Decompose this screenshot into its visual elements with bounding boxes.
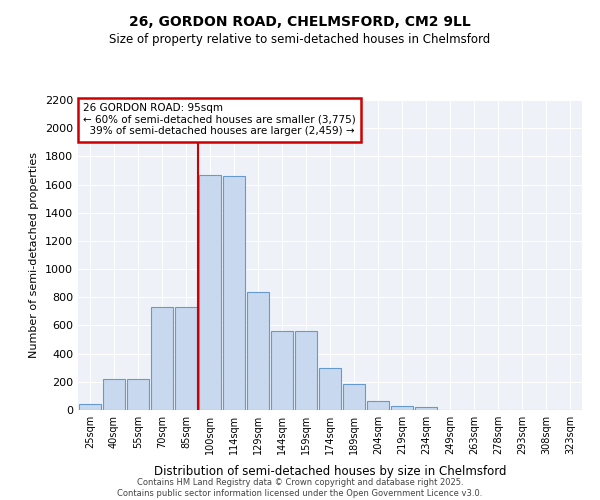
Bar <box>271 331 293 410</box>
Bar <box>103 379 125 410</box>
Text: 26, GORDON ROAD, CHELMSFORD, CM2 9LL: 26, GORDON ROAD, CHELMSFORD, CM2 9LL <box>129 15 471 29</box>
Bar <box>175 307 197 410</box>
X-axis label: Distribution of semi-detached houses by size in Chelmsford: Distribution of semi-detached houses by … <box>154 466 506 478</box>
Bar <box>343 384 365 410</box>
Bar <box>295 331 317 410</box>
Bar <box>367 401 389 410</box>
Bar <box>415 407 437 410</box>
Bar <box>199 174 221 410</box>
Bar <box>79 404 101 410</box>
Bar <box>247 292 269 410</box>
Bar <box>151 307 173 410</box>
Text: 26 GORDON ROAD: 95sqm
← 60% of semi-detached houses are smaller (3,775)
  39% of: 26 GORDON ROAD: 95sqm ← 60% of semi-deta… <box>83 103 356 136</box>
Bar <box>391 406 413 410</box>
Text: Contains HM Land Registry data © Crown copyright and database right 2025.
Contai: Contains HM Land Registry data © Crown c… <box>118 478 482 498</box>
Bar <box>223 176 245 410</box>
Bar <box>319 368 341 410</box>
Bar <box>127 379 149 410</box>
Y-axis label: Number of semi-detached properties: Number of semi-detached properties <box>29 152 40 358</box>
Text: Size of property relative to semi-detached houses in Chelmsford: Size of property relative to semi-detach… <box>109 32 491 46</box>
